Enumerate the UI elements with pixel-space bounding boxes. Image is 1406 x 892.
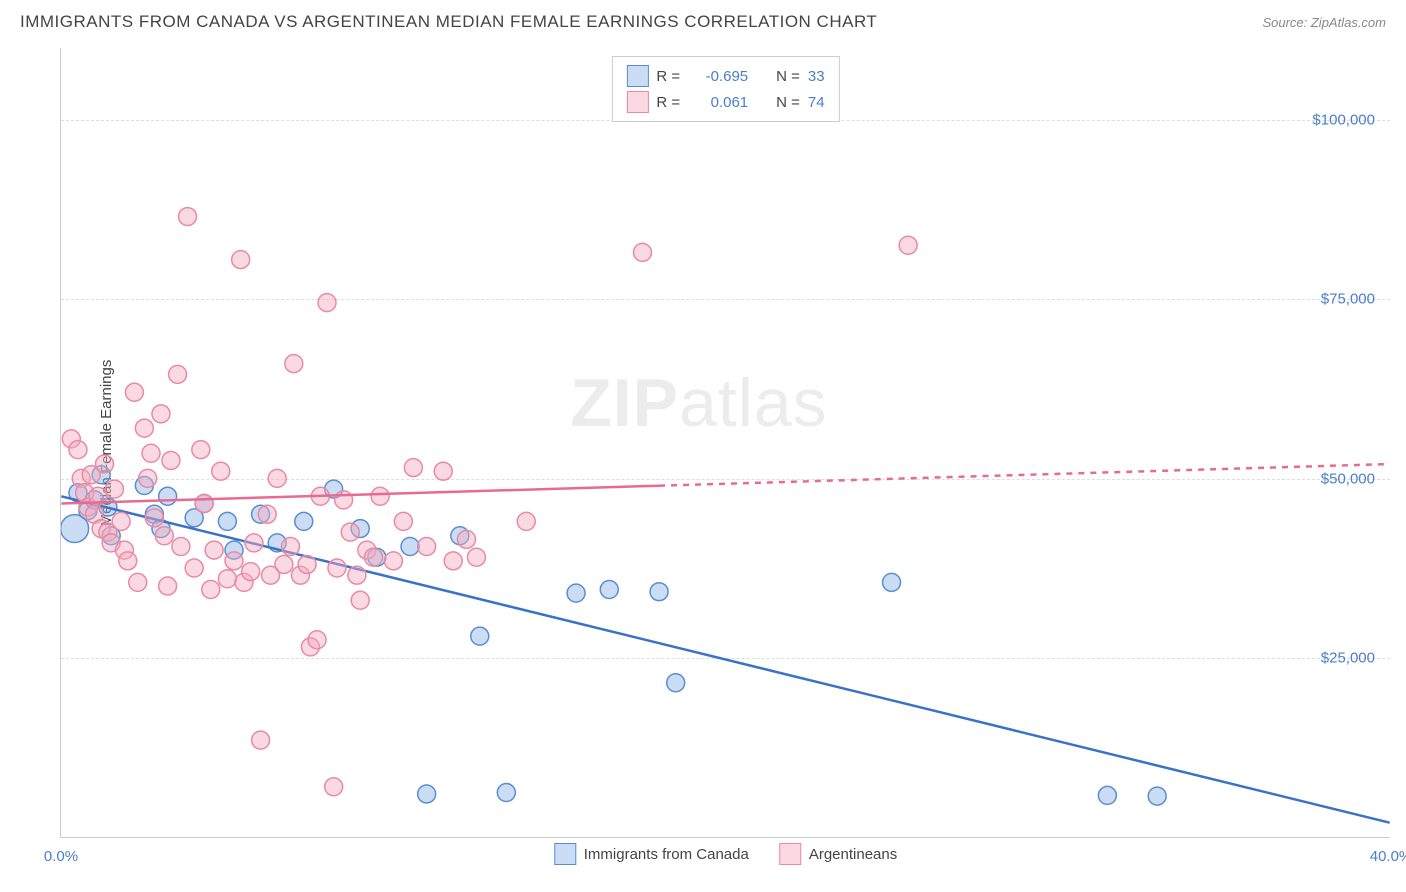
data-point (667, 674, 685, 692)
data-point (172, 538, 190, 556)
data-point (401, 538, 419, 556)
data-point (96, 455, 114, 473)
data-point (192, 441, 210, 459)
legend-n-label: N = (776, 68, 800, 85)
data-point (1148, 787, 1166, 805)
data-point (517, 512, 535, 530)
data-point (384, 552, 402, 570)
data-point (202, 581, 220, 599)
data-point (650, 583, 668, 601)
data-point (365, 548, 383, 566)
data-point (218, 570, 236, 588)
source-attribution: Source: ZipAtlas.com (1262, 15, 1386, 30)
data-point (418, 785, 436, 803)
data-point (268, 469, 286, 487)
data-point (162, 451, 180, 469)
data-point (195, 494, 213, 512)
data-point (212, 462, 230, 480)
data-point (434, 462, 452, 480)
data-point (295, 512, 313, 530)
data-point (242, 563, 260, 581)
data-point (129, 573, 147, 591)
x-tick-label: 40.0% (1370, 848, 1406, 865)
data-point (275, 555, 293, 573)
data-point (328, 559, 346, 577)
data-point (159, 577, 177, 595)
data-point (394, 512, 412, 530)
data-point (112, 512, 130, 530)
legend-r-label: R = (656, 94, 680, 111)
scatter-plot-svg (61, 48, 1390, 837)
legend-r-label: R = (656, 68, 680, 85)
trend-line-dashed (659, 464, 1390, 486)
series-legend-item: Immigrants from Canada (554, 843, 749, 865)
data-point (159, 487, 177, 505)
legend-n-value: 74 (808, 94, 825, 111)
data-point (497, 784, 515, 802)
data-point (341, 523, 359, 541)
data-point (308, 631, 326, 649)
legend-n-label: N = (776, 94, 800, 111)
data-point (125, 383, 143, 401)
data-point (205, 541, 223, 559)
data-point (69, 441, 87, 459)
x-tick-label: 0.0% (44, 848, 78, 865)
data-point (600, 581, 618, 599)
series-name: Immigrants from Canada (584, 846, 749, 863)
data-point (252, 731, 270, 749)
legend-swatch (554, 843, 576, 865)
data-point (298, 555, 316, 573)
data-point (281, 538, 299, 556)
data-point (335, 491, 353, 509)
page-title: IMMIGRANTS FROM CANADA VS ARGENTINEAN ME… (20, 12, 877, 32)
data-point (325, 778, 343, 796)
correlation-chart: $25,000$50,000$75,000$100,000 0.0%40.0% … (60, 48, 1390, 838)
data-point (119, 552, 137, 570)
legend-r-value: 0.061 (688, 94, 748, 111)
data-point (152, 405, 170, 423)
legend-n-value: 33 (808, 68, 825, 85)
series-name: Argentineans (809, 846, 897, 863)
data-point (633, 243, 651, 261)
data-point (348, 566, 366, 584)
legend-row: R = 0.061 N = 74 (626, 89, 824, 115)
data-point (135, 419, 153, 437)
legend-row: R = -0.695 N = 33 (626, 63, 824, 89)
data-point (179, 208, 197, 226)
plot-area: $25,000$50,000$75,000$100,000 0.0%40.0% … (60, 48, 1390, 838)
data-point (155, 527, 173, 545)
data-point (232, 251, 250, 269)
data-point (444, 552, 462, 570)
data-point (218, 512, 236, 530)
data-point (351, 591, 369, 609)
legend-swatch (626, 65, 648, 87)
data-point (567, 584, 585, 602)
data-point (145, 509, 163, 527)
data-point (467, 548, 485, 566)
data-point (318, 294, 336, 312)
data-point (139, 469, 157, 487)
series-legend: Immigrants from Canada Argentineans (554, 843, 897, 865)
data-point (225, 552, 243, 570)
data-point (899, 236, 917, 254)
data-point (883, 573, 901, 591)
series-legend-item: Argentineans (779, 843, 897, 865)
legend-r-value: -0.695 (688, 68, 748, 85)
data-point (285, 355, 303, 373)
data-point (371, 487, 389, 505)
legend-swatch (626, 91, 648, 113)
data-point (457, 530, 475, 548)
data-point (169, 365, 187, 383)
data-point (142, 444, 160, 462)
data-point (258, 505, 276, 523)
data-point (1098, 786, 1116, 804)
data-point (404, 459, 422, 477)
correlation-legend: R = -0.695 N = 33 R = 0.061 N = 74 (611, 56, 839, 122)
data-point (105, 480, 123, 498)
data-point (245, 534, 263, 552)
data-point (418, 538, 436, 556)
legend-swatch (779, 843, 801, 865)
data-point (471, 627, 489, 645)
data-point (185, 559, 203, 577)
